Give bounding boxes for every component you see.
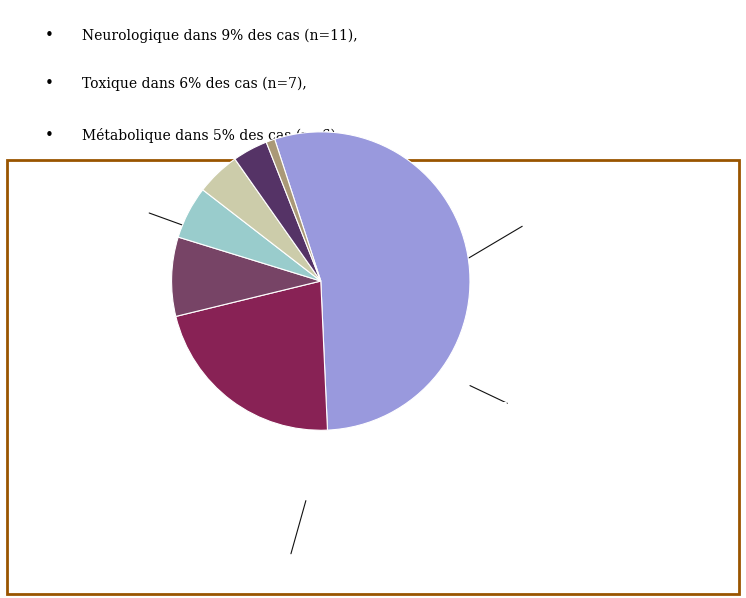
Text: 19%: 19% bbox=[638, 447, 661, 457]
Text: 4%: 4% bbox=[112, 221, 128, 231]
Text: Toxique dans 6% des cas (n=7),: Toxique dans 6% des cas (n=7), bbox=[82, 77, 307, 91]
Text: 2%: 2% bbox=[112, 190, 128, 200]
Text: BPCO: BPCO bbox=[30, 447, 59, 457]
Wedge shape bbox=[178, 190, 321, 281]
Text: Autres ...: Autres ... bbox=[30, 372, 77, 382]
Text: 4%: 4% bbox=[545, 208, 561, 218]
Text: 1%: 1% bbox=[545, 239, 561, 249]
Wedge shape bbox=[266, 139, 321, 281]
Text: IRA: IRA bbox=[30, 478, 47, 488]
Text: Autres ...: Autres ... bbox=[30, 540, 77, 550]
Text: Autres ...: Autres ... bbox=[470, 540, 517, 550]
Text: 23%: 23% bbox=[199, 557, 248, 577]
Text: 8%: 8% bbox=[638, 540, 654, 550]
Text: EP: EP bbox=[30, 509, 43, 519]
Text: 4%: 4% bbox=[97, 509, 113, 519]
Text: 57%: 57% bbox=[525, 442, 579, 462]
Wedge shape bbox=[176, 281, 327, 430]
Text: MNE: MNE bbox=[470, 478, 493, 488]
Text: DAC: DAC bbox=[507, 208, 530, 218]
Wedge shape bbox=[275, 132, 470, 430]
Text: cannabis: cannabis bbox=[30, 190, 77, 200]
Text: Respiratoire: Respiratoire bbox=[156, 527, 292, 545]
Text: Infection: Infection bbox=[500, 402, 604, 422]
Text: 9%: 9% bbox=[95, 385, 128, 404]
Text: pneumonie: pneumonie bbox=[470, 447, 529, 457]
Text: 5%: 5% bbox=[97, 341, 113, 351]
Text: 13%: 13% bbox=[638, 509, 661, 519]
Text: 8%: 8% bbox=[97, 447, 113, 457]
Text: 6%: 6% bbox=[97, 478, 113, 488]
Wedge shape bbox=[235, 142, 321, 281]
Text: Métabolique: Métabolique bbox=[348, 177, 473, 196]
Text: •: • bbox=[45, 128, 54, 143]
Text: Neurologique: Neurologique bbox=[44, 350, 180, 368]
Text: •: • bbox=[45, 77, 54, 91]
Text: 6%: 6% bbox=[207, 243, 240, 263]
Text: AVCI: AVCI bbox=[30, 341, 54, 351]
Text: infection urinaire: infection urinaire bbox=[470, 509, 560, 519]
Text: 17%: 17% bbox=[638, 478, 661, 488]
Text: 5%: 5% bbox=[394, 208, 427, 227]
Wedge shape bbox=[203, 159, 321, 281]
Text: Autres ...: Autres ... bbox=[30, 221, 77, 231]
Text: 5%: 5% bbox=[97, 540, 113, 550]
Text: Toxique: Toxique bbox=[185, 209, 263, 227]
Text: •: • bbox=[45, 28, 54, 43]
Text: Neurologique dans 9% des cas (n=11),: Neurologique dans 9% des cas (n=11), bbox=[82, 28, 357, 42]
Wedge shape bbox=[172, 237, 321, 316]
Text: EH: EH bbox=[507, 239, 521, 249]
Text: 4%: 4% bbox=[97, 372, 113, 382]
Text: Métabolique dans 5% des cas (n=6).: Métabolique dans 5% des cas (n=6). bbox=[82, 128, 340, 143]
